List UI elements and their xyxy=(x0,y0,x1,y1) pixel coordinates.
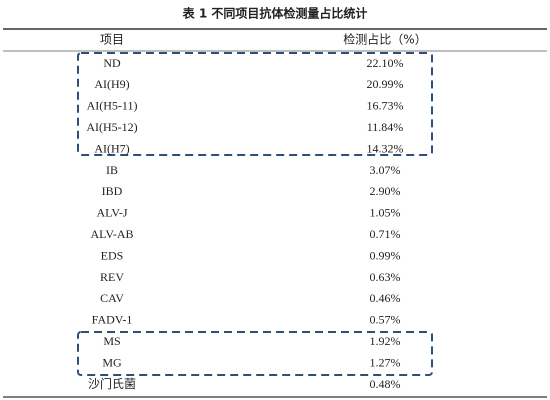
row-value: 16.73% xyxy=(367,99,404,113)
row-value: 1.05% xyxy=(370,206,401,220)
row-label: AI(H5-11) xyxy=(87,99,138,113)
row-label: CAV xyxy=(100,291,124,305)
row-label: IB xyxy=(106,163,118,177)
row-value: 0.63% xyxy=(370,270,401,284)
row-value: 0.57% xyxy=(370,313,401,327)
row-value: 0.71% xyxy=(370,227,401,241)
row-value: 2.90% xyxy=(370,184,401,198)
row-label: AI(H9) xyxy=(94,77,129,91)
row-label: EDS xyxy=(101,248,124,262)
row-value: 0.46% xyxy=(370,291,401,305)
row-value: 14.32% xyxy=(367,141,404,155)
row-label: ALV-J xyxy=(96,206,127,220)
row-value: 1.92% xyxy=(370,334,401,348)
row-value: 1.27% xyxy=(370,355,401,369)
table-body: ND 22.10% AI(H9) 20.99% AI(H5-11) 16.73% AI(H5… xyxy=(86,56,403,391)
row-label: AI(H5-12) xyxy=(86,120,137,134)
row-value: 22.10% xyxy=(367,56,404,70)
row-label: 沙门氏菌 xyxy=(88,376,136,391)
row-label: MS xyxy=(103,334,120,348)
row-label: REV xyxy=(100,270,124,284)
row-label: ND xyxy=(103,56,121,70)
table-title: 表 1 不同项目抗体检测量占比统计 xyxy=(182,6,368,21)
row-value: 3.07% xyxy=(370,163,401,177)
row-label: AI(H7) xyxy=(94,141,129,155)
row-label: ALV-AB xyxy=(90,227,133,241)
row-value: 20.99% xyxy=(367,77,404,91)
row-label: MG xyxy=(102,355,122,369)
highlight-box xyxy=(77,331,433,376)
row-value: 0.48% xyxy=(370,377,401,391)
header-cell: 项目 xyxy=(100,33,124,47)
row-label: FADV-1 xyxy=(92,313,133,327)
header-cell: 检测占比（%） xyxy=(343,32,426,47)
highlight-box xyxy=(77,52,433,156)
row-value: 11.84% xyxy=(367,120,404,134)
row-label: IBD xyxy=(102,184,123,198)
row-value: 0.99% xyxy=(370,248,401,262)
